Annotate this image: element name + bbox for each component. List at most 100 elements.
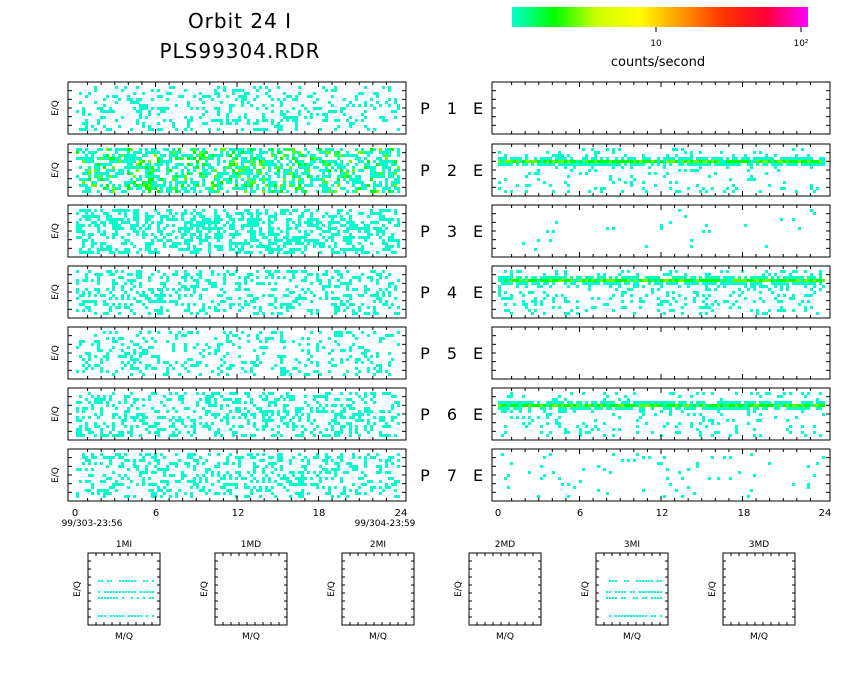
data-cell (633, 160, 636, 163)
data-cell (208, 282, 211, 285)
data-cell (274, 181, 277, 184)
data-cell (163, 119, 166, 122)
data-cell (373, 212, 376, 215)
data-cell (241, 215, 244, 218)
data-cell (229, 273, 232, 276)
data-cell (151, 346, 154, 349)
data-cell (259, 306, 262, 309)
data-cell (340, 392, 343, 395)
data-cell (391, 407, 394, 410)
data-cell (259, 163, 262, 166)
colorbar-label: counts/second (611, 55, 705, 70)
data-cell (307, 151, 310, 154)
data-cell (301, 178, 304, 181)
data-cell (106, 163, 109, 166)
data-cell (819, 282, 822, 285)
data-cell (337, 166, 340, 169)
data-cell (322, 215, 325, 218)
data-cell (783, 309, 786, 312)
ylabel: E/Q (51, 284, 61, 300)
data-cell (385, 370, 388, 373)
data-cell (373, 306, 376, 309)
data-cell (100, 172, 103, 175)
data-cell (127, 294, 130, 297)
data-cell (133, 358, 136, 361)
data-cell (211, 154, 214, 157)
data-cell (139, 282, 142, 285)
data-cell (280, 334, 283, 337)
data-cell (115, 148, 118, 151)
data-cell (810, 163, 813, 166)
left-spectrogram-6 (76, 392, 400, 437)
data-cell (711, 157, 714, 160)
data-cell (145, 107, 148, 110)
data-cell (280, 166, 283, 169)
data-cell (615, 160, 618, 163)
data-cell (256, 245, 259, 248)
data-cell (289, 169, 292, 172)
data-cell (388, 245, 391, 248)
data-cell (783, 279, 786, 282)
left-spectrogram-4 (76, 270, 400, 315)
data-cell (211, 422, 214, 425)
data-cell (669, 282, 672, 285)
data-cell (79, 425, 82, 428)
data-cell (130, 279, 133, 282)
data-cell (331, 410, 334, 413)
data-cell (298, 163, 301, 166)
data-cell (232, 248, 235, 251)
data-cell (256, 175, 259, 178)
data-cell (232, 303, 235, 306)
data-cell (540, 303, 543, 306)
data-cell (145, 416, 148, 419)
data-cell (657, 282, 660, 285)
data-cell (253, 361, 256, 364)
data-cell (358, 178, 361, 181)
data-cell (232, 160, 235, 163)
data-cell (181, 218, 184, 221)
data-cell (816, 312, 819, 315)
data-cell (184, 227, 187, 230)
data-cell (247, 221, 250, 224)
data-cell (322, 407, 325, 410)
data-cell (154, 181, 157, 184)
data-cell (639, 297, 642, 300)
data-cell (516, 276, 519, 279)
data-cell (244, 300, 247, 303)
data-cell (690, 169, 693, 172)
data-cell (735, 279, 738, 282)
data-cell (334, 221, 337, 224)
data-cell (115, 306, 118, 309)
data-cell (319, 178, 322, 181)
data-cell (271, 227, 274, 230)
data-cell (307, 373, 310, 376)
data-cell (151, 169, 154, 172)
data-cell (355, 227, 358, 230)
data-cell (271, 110, 274, 113)
data-cell (289, 373, 292, 376)
data-cell (379, 184, 382, 187)
data-cell (121, 227, 124, 230)
data-cell (178, 175, 181, 178)
data-cell (166, 288, 169, 291)
data-cell (169, 294, 172, 297)
data-cell (295, 187, 298, 190)
data-cell (361, 184, 364, 187)
data-cell (684, 276, 687, 279)
data-cell (136, 209, 139, 212)
data-cell (552, 297, 555, 300)
data-cell (79, 224, 82, 227)
data-cell (229, 245, 232, 248)
data-cell (157, 190, 160, 193)
data-cell (346, 282, 349, 285)
data-cell (226, 172, 229, 175)
data-cell (151, 367, 154, 370)
data-cell (124, 401, 127, 404)
data-cell (555, 221, 558, 224)
data-cell (235, 89, 238, 92)
data-cell (325, 294, 328, 297)
data-cell (337, 163, 340, 166)
data-cell (193, 346, 196, 349)
data-cell (510, 312, 513, 315)
data-cell (672, 297, 675, 300)
